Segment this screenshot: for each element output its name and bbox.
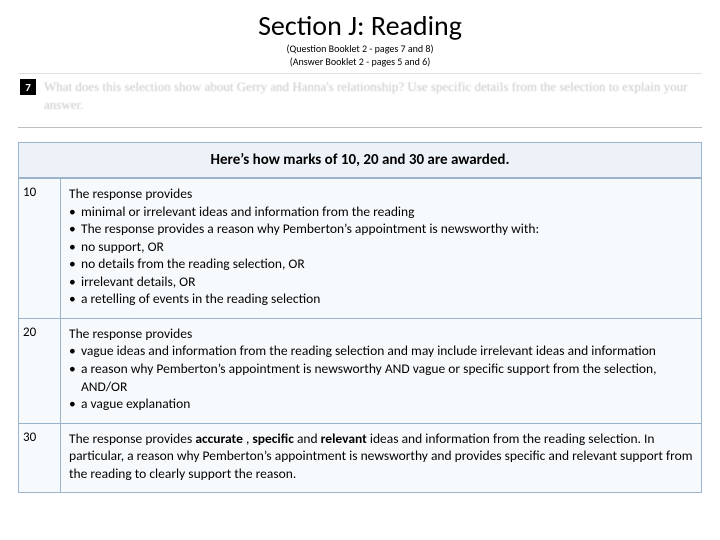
- bullet: a retelling of events in the reading sel…: [69, 290, 693, 308]
- text: The response provides: [69, 430, 195, 447]
- subtitle-line-1: (Question Booklet 2 - pages 7 and 8): [18, 43, 702, 56]
- rubric-table: 10 The response provides minimal or irre…: [18, 178, 702, 493]
- bullet: a vague explanation: [69, 395, 693, 413]
- desc-cell-10: The response provides minimal or irrelev…: [61, 179, 702, 319]
- bold-relevant: relevant: [321, 430, 370, 447]
- question-row: 7 What does this selection show about Ge…: [18, 74, 702, 128]
- subtitle-block: (Question Booklet 2 - pages 7 and 8) (An…: [18, 43, 702, 68]
- lead-text: The response provides: [69, 325, 693, 343]
- bullet: minimal or irrelevant ideas and informat…: [69, 203, 693, 221]
- subtitle-line-2: (Answer Booklet 2 - pages 5 and 6): [18, 56, 702, 69]
- question-number-badge: 7: [20, 79, 36, 95]
- bullet: no support, OR: [69, 238, 693, 256]
- bold-accurate: accurate: [195, 430, 246, 447]
- desc-cell-30: The response provides accurate , specifi…: [61, 423, 702, 493]
- bullet: vague ideas and information from the rea…: [69, 342, 693, 360]
- score-cell-20: 20: [19, 318, 61, 423]
- bullet: a reason why Pemberton’s appointment is …: [69, 360, 693, 395]
- page-title: Section J: Reading: [18, 8, 702, 43]
- desc-cell-20: The response provides vague ideas and in…: [61, 318, 702, 423]
- question-text: What does this selection show about Gerr…: [44, 78, 700, 113]
- table-row: 10 The response provides minimal or irre…: [19, 179, 702, 319]
- lead-text: The response provides: [69, 185, 693, 203]
- score-cell-30: 30: [19, 423, 61, 493]
- bullet: no details from the reading selection, O…: [69, 255, 693, 273]
- score-cell-10: 10: [19, 179, 61, 319]
- bullet: irrelevant details, OR: [69, 273, 693, 291]
- text: and: [297, 430, 321, 447]
- table-row: 30 The response provides accurate , spec…: [19, 423, 702, 493]
- bullet: The response provides a reason why Pembe…: [69, 220, 693, 238]
- bold-specific: specific: [252, 430, 297, 447]
- table-row: 20 The response provides vague ideas and…: [19, 318, 702, 423]
- marks-banner: Here’s how marks of 10, 20 and 30 are aw…: [18, 142, 702, 178]
